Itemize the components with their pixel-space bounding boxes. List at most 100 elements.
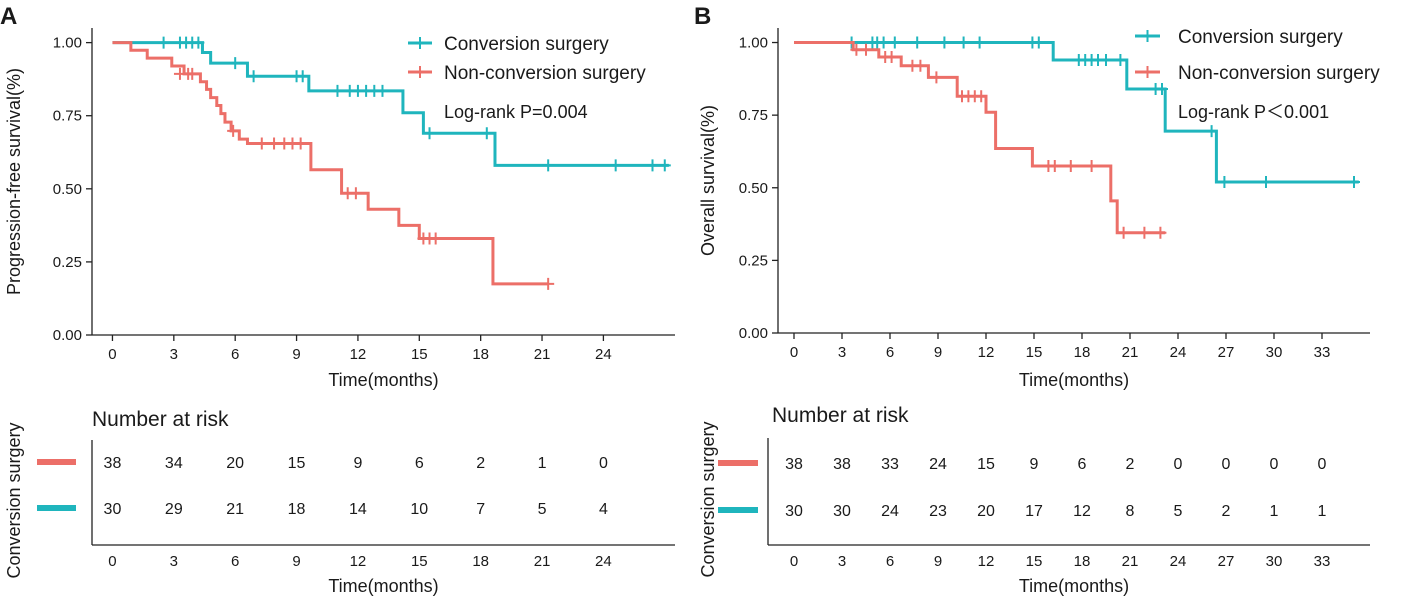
censor-mark-conversion	[296, 70, 309, 83]
censor-mark-non_conversion	[1117, 226, 1130, 239]
x-axis-title: Time(months)	[1019, 370, 1129, 390]
legend-label-non_conversion: Non-conversion surgery	[444, 63, 646, 84]
censor-mark-non_conversion	[542, 277, 555, 290]
risk-count: 30	[785, 503, 803, 520]
y-tick-label: 0.50	[739, 180, 768, 197]
x-tick-label: 0	[790, 344, 798, 361]
risk-x-tick-label: 3	[170, 553, 178, 570]
risk-count: 1	[1318, 503, 1327, 520]
risk-count: 17	[1025, 503, 1043, 520]
risk-count: 0	[1174, 456, 1183, 473]
censor-mark-conversion	[480, 127, 493, 140]
y-tick-label: 0.75	[53, 108, 82, 125]
censor-mark-conversion	[1348, 175, 1360, 188]
censor-mark-conversion	[1032, 36, 1045, 49]
risk-count: 5	[538, 501, 547, 518]
risk-count: 2	[1222, 503, 1231, 520]
legend-label-conversion: Conversion surgery	[1178, 27, 1343, 48]
risk-count: 0	[1318, 456, 1327, 473]
risk-count: 9	[353, 455, 362, 472]
x-tick-label: 18	[1074, 344, 1091, 361]
x-tick-label: 15	[1026, 344, 1043, 361]
risk-x-tick-label: 18	[472, 553, 489, 570]
x-tick-label: 0	[108, 346, 116, 363]
risk-x-tick-label: 6	[231, 553, 239, 570]
risk-count: 9	[1030, 456, 1039, 473]
risk-x-tick-label: 33	[1314, 553, 1331, 570]
risk-count: 29	[165, 501, 183, 518]
censor-mark-non_conversion	[1064, 159, 1077, 172]
risk-x-tick-label: 30	[1266, 553, 1283, 570]
risk-count: 38	[104, 455, 122, 472]
censor-mark-conversion	[1156, 83, 1168, 95]
censor-mark-conversion	[376, 84, 389, 97]
censor-mark-non_conversion	[1154, 226, 1167, 239]
risk-x-axis-title: Time(months)	[1019, 576, 1129, 596]
y-axis-title: Progression-free survival(%)	[4, 68, 24, 295]
censor-mark-conversion	[957, 36, 970, 49]
risk-count: 1	[1270, 503, 1279, 520]
risk-x-tick-label: 3	[838, 553, 846, 570]
x-tick-label: 27	[1218, 344, 1235, 361]
censor-mark-conversion	[609, 159, 622, 172]
risk-count: 10	[410, 501, 428, 518]
censor-mark-conversion	[888, 36, 901, 49]
log-rank-annotation: Log-rank P=0.004	[444, 102, 588, 122]
risk-x-tick-label: 0	[108, 553, 116, 570]
survival-curve-non_conversion	[112, 41, 549, 286]
panel-label: B	[694, 3, 711, 30]
risk-x-tick-label: 21	[534, 553, 551, 570]
risk-count: 1	[538, 455, 547, 472]
risk-count: 34	[165, 455, 183, 472]
censor-mark-conversion	[658, 159, 671, 172]
risk-x-tick-label: 12	[978, 553, 995, 570]
risk-table-title: Number at risk	[92, 408, 229, 431]
y-tick-label: 0.50	[53, 181, 82, 198]
censor-mark-conversion	[1218, 175, 1231, 188]
x-tick-label: 9	[934, 344, 942, 361]
risk-count: 12	[1073, 503, 1091, 520]
risk-x-tick-label: 24	[1170, 553, 1187, 570]
risk-count: 5	[1174, 503, 1183, 520]
censor-mark-conversion	[229, 57, 242, 70]
censor-mark-conversion	[331, 84, 344, 97]
censor-mark-non_conversion	[429, 232, 442, 245]
risk-count: 15	[977, 456, 995, 473]
x-tick-label: 6	[886, 344, 894, 361]
censor-mark-conversion	[157, 36, 170, 49]
censor-mark-conversion	[1114, 53, 1127, 66]
risk-count: 7	[476, 501, 485, 518]
y-tick-label: 0.25	[53, 254, 82, 271]
y-tick-label: 0.00	[739, 325, 768, 342]
panel-B: B0.000.250.500.751.000 3 6 9 12 15 18 21 24 27 30 3…	[694, 3, 1380, 596]
x-tick-label: 12	[350, 346, 367, 363]
y-tick-label: 0.00	[53, 327, 82, 344]
risk-count: 0	[1270, 456, 1279, 473]
censor-mark-conversion	[938, 36, 951, 49]
censor-mark-conversion	[423, 127, 436, 140]
censor-mark-non_conversion	[186, 67, 199, 80]
censor-mark-conversion	[973, 36, 986, 49]
x-tick-label: 18	[472, 346, 489, 363]
risk-x-tick-label: 27	[1218, 553, 1235, 570]
risk-count: 20	[977, 503, 995, 520]
risk-x-tick-label: 9	[934, 553, 942, 570]
survival-curve-non_conversion	[794, 41, 1166, 235]
risk-count: 0	[599, 455, 608, 472]
risk-x-tick-label: 0	[790, 553, 798, 570]
risk-x-tick-label: 9	[292, 553, 300, 570]
risk-count: 15	[288, 455, 306, 472]
risk-count: 21	[226, 501, 244, 518]
censor-mark-conversion	[646, 159, 659, 172]
censor-mark-non_conversion	[294, 137, 307, 150]
y-tick-label: 0.75	[739, 107, 768, 124]
censor-mark-conversion	[192, 36, 205, 49]
censor-mark-non_conversion	[227, 124, 240, 137]
risk-x-tick-label: 15	[411, 553, 428, 570]
censor-mark-non_conversion	[1048, 159, 1061, 172]
log-rank-annotation: Log-rank P＜0.001	[1178, 102, 1329, 122]
risk-x-axis-title: Time(months)	[328, 576, 438, 596]
x-tick-label: 21	[1122, 344, 1139, 361]
censor-mark-non_conversion	[930, 71, 943, 84]
